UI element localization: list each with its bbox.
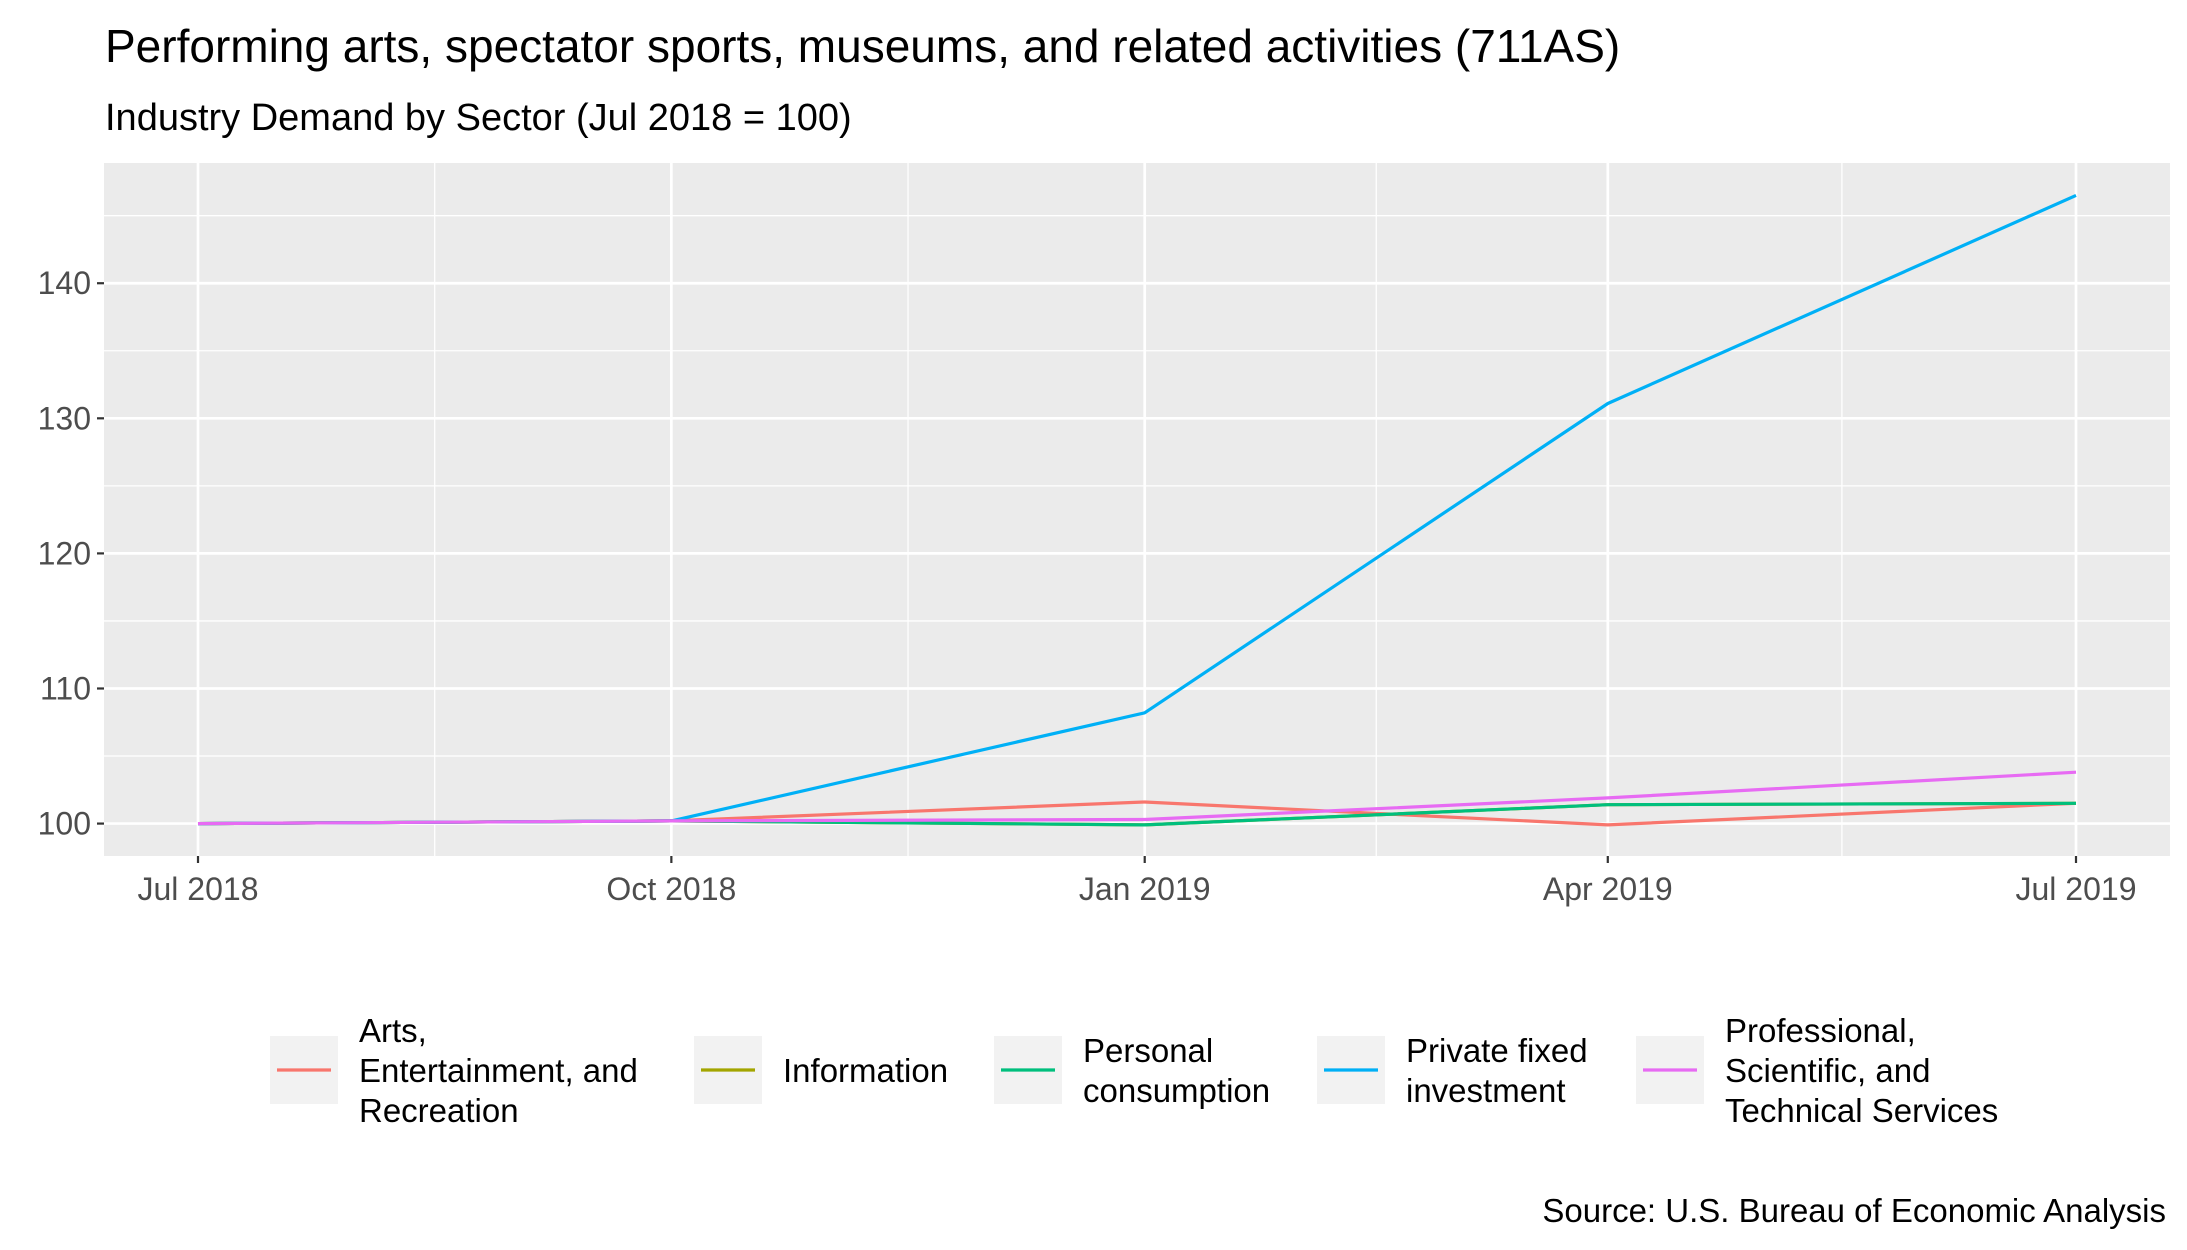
legend-item-personal-consumption: Personal consumption [994,1032,1270,1109]
y-tick-label: 140 [38,265,91,301]
legend-label: Personal consumption [1083,1032,1270,1109]
legend-label-line: consumption [1083,1072,1270,1109]
legend-label-line: Private fixed [1406,1032,1588,1069]
y-tick-label: 120 [38,535,91,571]
x-tick-label: Jan 2019 [1079,871,1211,907]
y-tick-label: 130 [38,400,91,436]
legend-label-line: Recreation [359,1092,519,1129]
legend-label-line: Professional, [1725,1012,1916,1049]
legend-item-private-fixed-investment: Private fixed investment [1317,1032,1588,1109]
major-gridlines [104,163,2170,856]
legend-label: Arts, Entertainment, and Recreation [359,1012,638,1129]
legend-label-line: Entertainment, and [359,1052,638,1089]
legend-label-line: Information [783,1052,948,1089]
y-axis: 100 110 120 130 140 [38,265,104,842]
x-axis: Jul 2018 Oct 2018 Jan 2019 Apr 2019 Jul 2019 [138,856,2137,907]
series-line-professional-scientific-and-technical-services [197,770,2077,826]
x-tick-label: Oct 2018 [606,871,736,907]
legend-label-line: Arts, [359,1012,427,1049]
source-caption: Source: U.S. Bureau of Economic Analysis [1542,1192,2166,1229]
legend-label: Professional, Scientific, and Technical Se… [1725,1012,1998,1129]
legend-label-line: investment [1406,1072,1566,1109]
legend-label: Private fixed investment [1406,1032,1588,1109]
x-tick-label: Jul 2019 [2016,871,2137,907]
legend: Arts, Entertainment, and Recreation Informa… [270,1012,1998,1129]
legend-label-line: Technical Services [1725,1092,1998,1129]
legend-item-professional-scientific-and-technical-services: Professional, Scientific, and Technical Se… [1636,1012,1998,1129]
legend-label-line: Scientific, and [1725,1052,1930,1089]
chart-title: Performing arts, spectator sports, museu… [105,20,1620,72]
legend-item-arts-entertainment-and-recreation: Arts, Entertainment, and Recreation [270,1012,638,1129]
legend-label: Information [783,1052,948,1089]
minor-gridlines [104,163,2170,856]
plot-panel [104,163,2170,856]
series-lines [197,193,2077,827]
y-tick-label: 110 [40,670,91,706]
legend-label-line: Personal [1083,1032,1213,1069]
chart-subtitle: Industry Demand by Sector (Jul 2018 = 10… [105,97,852,139]
legend-item-information: Information [694,1036,948,1104]
x-tick-label: Jul 2018 [138,871,259,907]
y-tick-label: 100 [38,806,91,842]
x-tick-label: Apr 2019 [1543,871,1673,907]
